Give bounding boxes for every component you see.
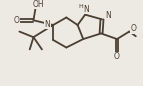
- Text: OH: OH: [32, 0, 44, 9]
- Text: N: N: [45, 20, 50, 29]
- Text: H: H: [78, 4, 83, 9]
- Text: O: O: [114, 52, 120, 61]
- Text: O: O: [14, 16, 20, 25]
- Text: N: N: [106, 11, 111, 20]
- Text: N: N: [83, 5, 89, 14]
- Text: O: O: [131, 24, 137, 33]
